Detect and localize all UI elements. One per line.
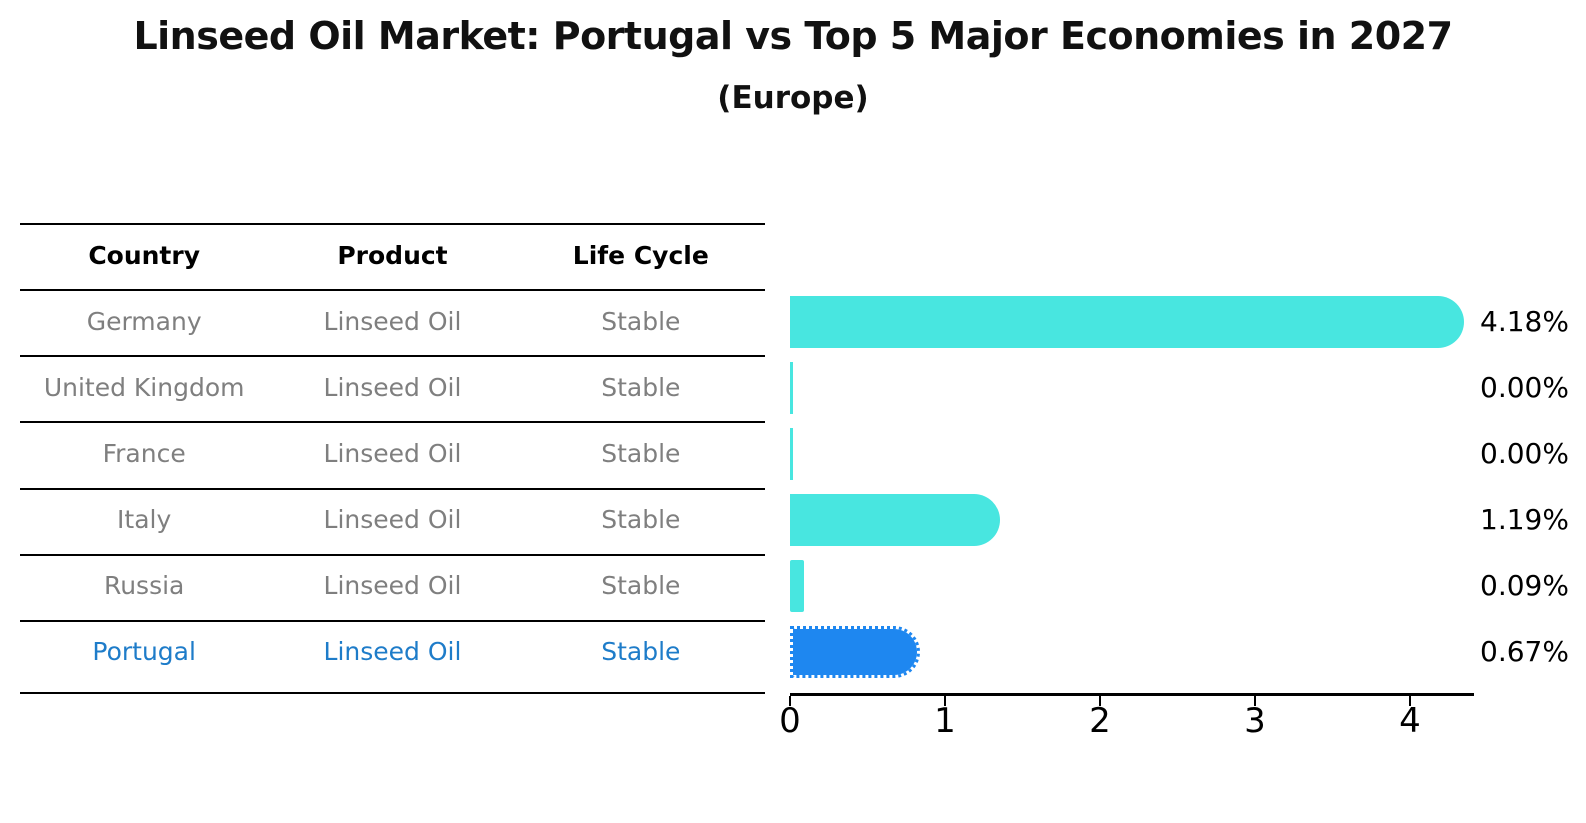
- bar-germany: [790, 296, 1464, 348]
- chart-title: Linseed Oil Market: Portugal vs Top 5 Ma…: [133, 14, 1453, 58]
- table-rule: [20, 692, 765, 694]
- bar-italy: [790, 494, 1001, 546]
- x-tick-label: 3: [1244, 701, 1266, 741]
- table-cell-life-cycle: Stable: [601, 373, 681, 402]
- table-rule: [20, 223, 765, 225]
- table-header-country: Country: [88, 241, 201, 270]
- table-rule: [20, 554, 765, 556]
- bar-value-label: 4.18%: [1480, 305, 1569, 338]
- table-rule: [20, 620, 765, 622]
- x-tick-label: 0: [779, 701, 801, 741]
- table-cell-product: Linseed Oil: [323, 505, 462, 534]
- table-row: France Linseed Oil Stable: [20, 437, 765, 471]
- bar-value-label: 0.00%: [1480, 371, 1569, 404]
- table-header-row: Country Product Life Cycle: [20, 239, 765, 273]
- table-cell-product: Linseed Oil: [323, 571, 462, 600]
- x-tick-label: 4: [1399, 701, 1421, 741]
- bar-value-label: 1.19%: [1480, 503, 1569, 536]
- table-rule: [20, 289, 765, 291]
- x-tick-mark: [1099, 696, 1101, 706]
- chart-subtitle: (Europe): [717, 80, 869, 116]
- table-cell-life-cycle: Stable: [601, 307, 681, 336]
- table-header-life-cycle: Life Cycle: [572, 241, 709, 270]
- table-row: Italy Linseed Oil Stable: [20, 503, 765, 537]
- table-row: Russia Linseed Oil Stable: [20, 569, 765, 603]
- bar-united-kingdom: [790, 362, 793, 414]
- table-cell-country: Italy: [117, 505, 172, 534]
- x-tick-label: 1: [934, 701, 956, 741]
- table-cell-life-cycle: Stable: [601, 505, 681, 534]
- x-tick-mark: [1409, 696, 1411, 706]
- table-cell-product: Linseed Oil: [323, 637, 462, 666]
- table-row: Portugal Linseed Oil Stable: [20, 635, 765, 669]
- x-axis-line: [790, 693, 1474, 696]
- bar-france: [790, 428, 793, 480]
- table-rule: [20, 355, 765, 357]
- table-rule: [20, 421, 765, 423]
- x-tick-mark: [1254, 696, 1256, 706]
- table-rule: [20, 488, 765, 490]
- bar-portugal-highlight: [790, 626, 920, 678]
- table-header-product: Product: [337, 241, 448, 270]
- table-cell-life-cycle: Stable: [601, 571, 681, 600]
- table-cell-country: United Kingdom: [43, 373, 245, 402]
- bar-value-label: 0.67%: [1480, 635, 1569, 668]
- table-cell-product: Linseed Oil: [323, 307, 462, 336]
- x-tick-mark: [944, 696, 946, 706]
- table-cell-product: Linseed Oil: [323, 373, 462, 402]
- table-cell-country: Germany: [86, 307, 202, 336]
- table-cell-country: France: [102, 439, 186, 468]
- table-row: United Kingdom Linseed Oil Stable: [20, 371, 765, 405]
- bar-russia: [790, 560, 804, 612]
- table-cell-life-cycle: Stable: [601, 637, 681, 666]
- bar-value-label: 0.09%: [1480, 569, 1569, 602]
- table-cell-country: Russia: [103, 571, 185, 600]
- table-cell-life-cycle: Stable: [601, 439, 681, 468]
- bar-value-label: 0.00%: [1480, 437, 1569, 470]
- table-cell-product: Linseed Oil: [323, 439, 462, 468]
- x-tick-mark: [789, 696, 791, 706]
- table-cell-country: Portugal: [92, 637, 196, 666]
- x-tick-label: 2: [1089, 701, 1111, 741]
- table-row: Germany Linseed Oil Stable: [20, 305, 765, 339]
